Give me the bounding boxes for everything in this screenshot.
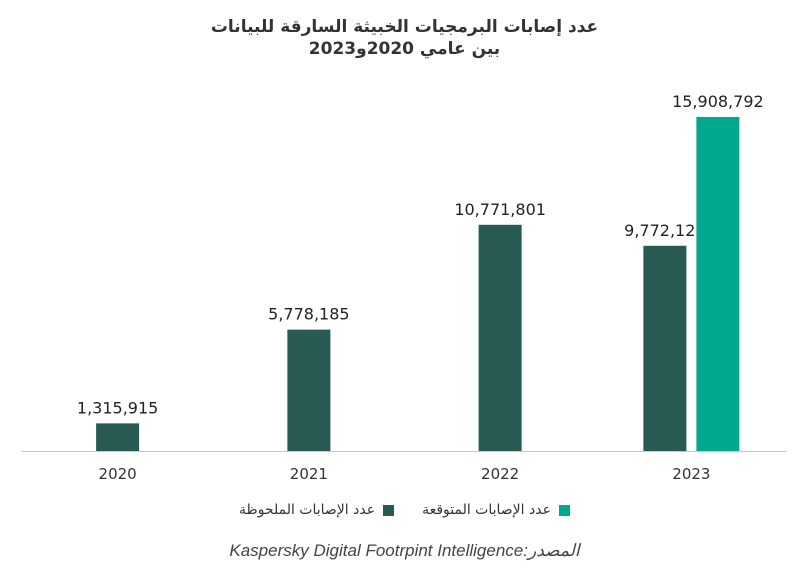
legend-swatch-expected <box>558 504 570 516</box>
x-tick-label-2021: 2021 <box>290 465 328 483</box>
chart-title-line-2: بين عامي 2020و2023 <box>308 39 501 59</box>
x-tick-label-2023: 2023 <box>672 465 710 483</box>
data-label-2023-series-0: 9,772,121 <box>624 221 705 240</box>
legend-item-observed: عدد الإصابات الملحوظة <box>239 502 395 518</box>
source-note: Kaspersky Digital Footrpint Intelligence… <box>229 541 580 560</box>
bar-2023-series-1 <box>696 116 740 451</box>
bar-2021-series-0 <box>287 329 331 451</box>
bar-2020-series-0 <box>96 423 140 451</box>
legend: عدد الإصابات الملحوظة عدد الإصابات المتو… <box>0 502 809 518</box>
bar-2022-series-0 <box>478 224 522 451</box>
chart-title-line-1: عدد إصابات البرمجيات الخبيثة السارقة للب… <box>210 17 599 37</box>
legend-label-expected: عدد الإصابات المتوقعة <box>422 502 551 518</box>
legend-swatch-observed <box>383 504 395 516</box>
data-label-2021-series-0: 5,778,185 <box>268 305 349 324</box>
legend-item-expected: عدد الإصابات المتوقعة <box>422 502 570 518</box>
chart-title: عدد إصابات البرمجيات الخبيثة السارقة للب… <box>0 16 809 60</box>
x-tick-label-2022: 2022 <box>481 465 519 483</box>
bar-2023-series-0 <box>643 245 687 451</box>
x-tick-label-2020: 2020 <box>99 465 137 483</box>
legend-label-observed: عدد الإصابات الملحوظة <box>239 502 376 518</box>
data-label-2020-series-0: 1,315,915 <box>77 398 158 417</box>
data-label-2023-series-1: 15,908,792 <box>672 92 764 111</box>
data-label-2022-series-0: 10,771,801 <box>454 200 546 219</box>
